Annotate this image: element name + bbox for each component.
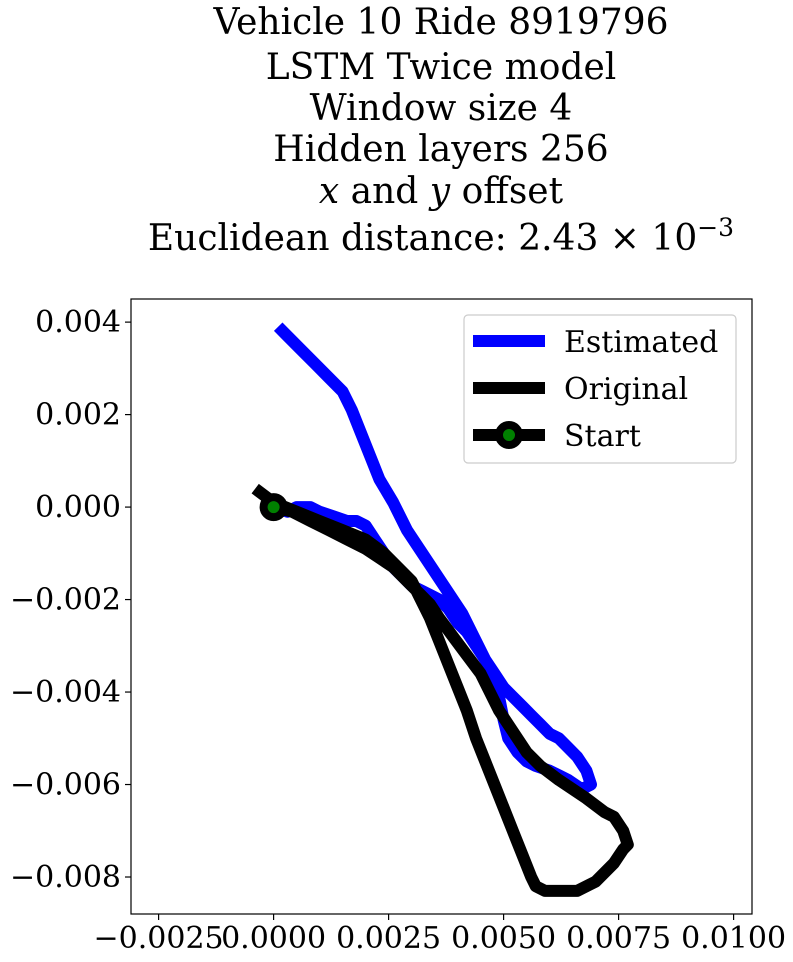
title-line-3: Window size 4 (310, 88, 573, 129)
title-part: LSTM Twice model (266, 47, 617, 88)
title-line-1: Vehicle 10 Ride 8919796 (212, 2, 668, 43)
legend-box (463, 314, 737, 464)
legend-label-original: Original (564, 372, 688, 407)
title-part: Window size 4 (310, 88, 573, 129)
title-line-5: x and y offset (319, 171, 564, 212)
x-tick-label: 0.0000 (221, 921, 326, 956)
start-marker (259, 493, 288, 522)
title-part: y (428, 171, 451, 212)
y-tick-label: 0.002 (35, 398, 121, 433)
series-original-line (251, 483, 634, 897)
title-line-4: Hidden layers 256 (273, 129, 608, 170)
legend-label-start: Start (564, 419, 641, 454)
title-line-2: LSTM Twice model (266, 47, 617, 88)
y-tick-label: 0.004 (35, 305, 121, 340)
plot-area (251, 322, 634, 897)
y-tick-label: −0.002 (10, 583, 121, 618)
title-part: x (319, 171, 339, 212)
x-tick-label: 0.0100 (681, 921, 786, 956)
y-tick-label: −0.004 (10, 675, 121, 710)
title-part: Vehicle 10 Ride 8919796 (212, 2, 668, 43)
x-tick-label: −0.0025 (94, 921, 224, 956)
y-axis: 0.004 0.002 0.000 −0.002 −0.004 −0.006 −0.008 (10, 305, 131, 895)
x-tick-label: 0.0050 (451, 921, 556, 956)
title-part: Hidden layers 256 (273, 129, 608, 170)
title-line-6: Euclidean distance: 2.43 × 10−3 (148, 213, 734, 260)
title-part: and (339, 171, 430, 212)
y-tick-label: −0.008 (10, 860, 121, 895)
title-part: offset (450, 171, 563, 212)
title-part: Euclidean distance: 2.43 (148, 218, 598, 259)
y-tick-label: 0.000 (35, 490, 121, 525)
legend-start-marker (495, 421, 523, 449)
legend-label-estimated: Estimated (564, 325, 718, 360)
title-part: −3 (697, 213, 734, 242)
y-tick-label: −0.006 (10, 768, 121, 803)
x-tick-label: 0.0075 (566, 921, 671, 956)
plot-frame (130, 298, 753, 915)
title-part: × 10 (598, 218, 697, 259)
x-tick-label: 0.0025 (336, 921, 441, 956)
legend: Estimated Original Start (463, 314, 737, 464)
